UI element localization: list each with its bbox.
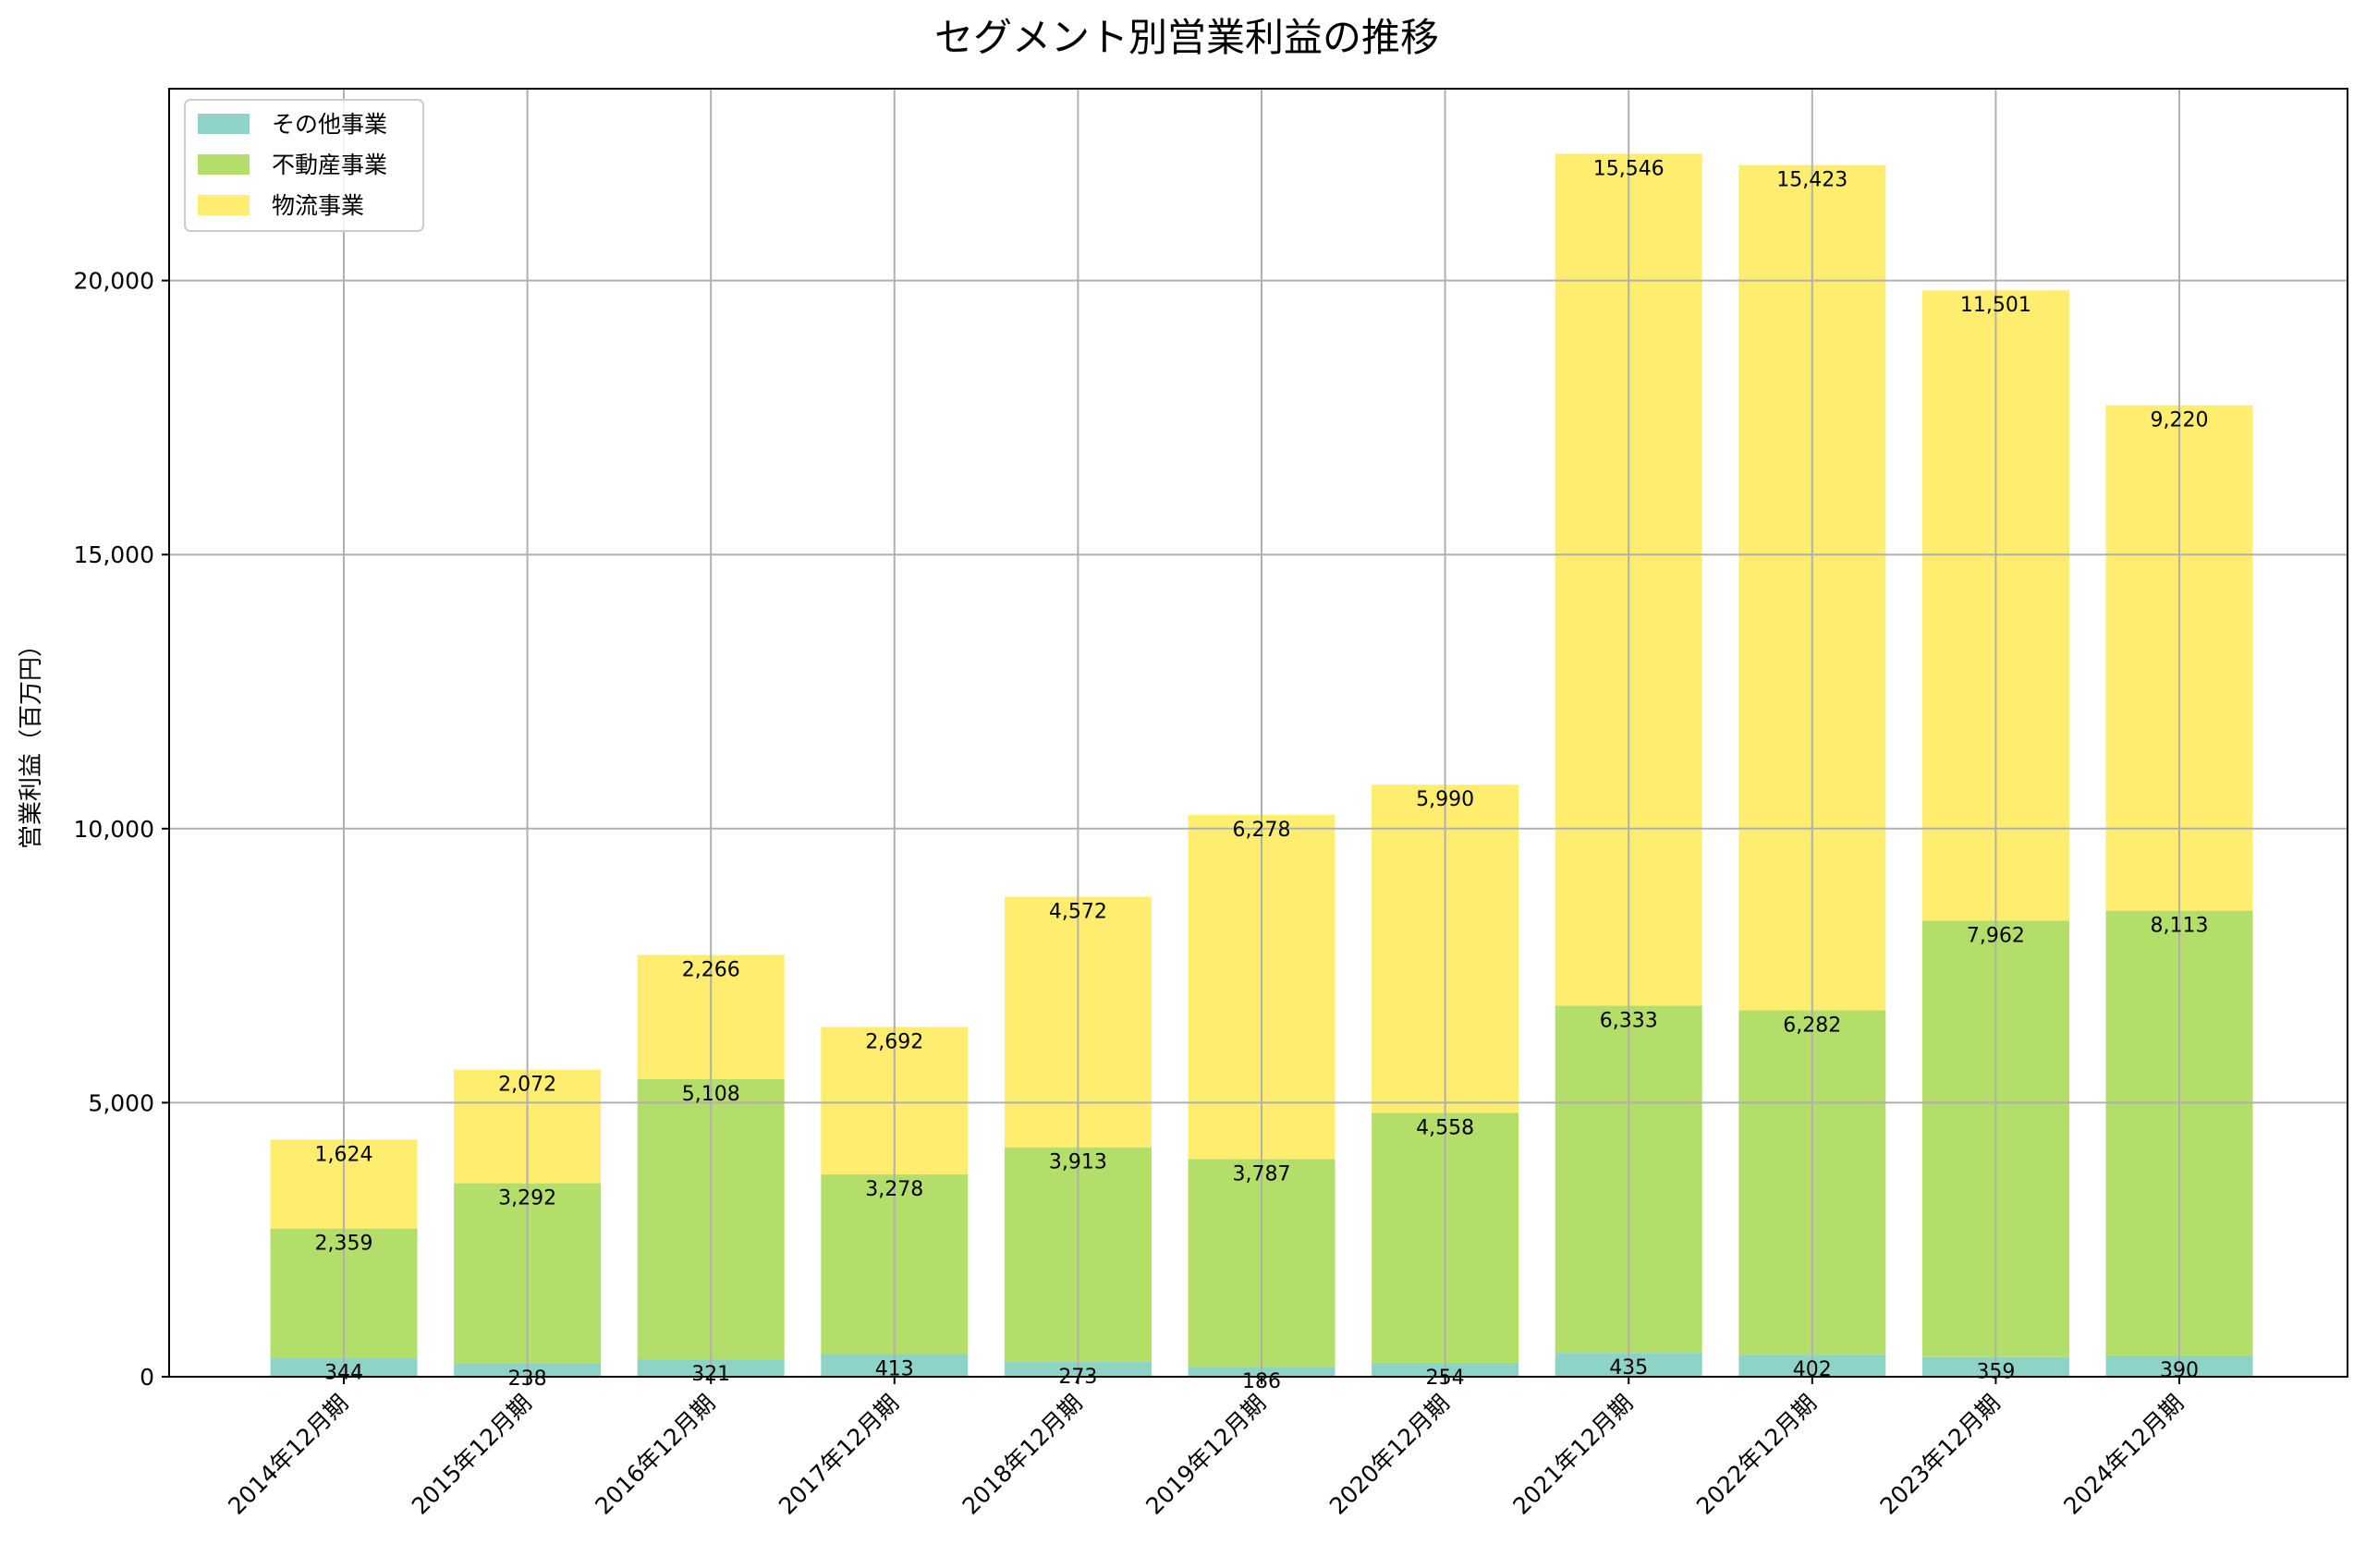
legend-swatch-0	[198, 114, 250, 134]
y-axis-label: 営業利益（百万円）	[18, 633, 45, 849]
data-label-2-4: 4,572	[1049, 900, 1107, 923]
y-tick-label-2: 10,000	[74, 816, 154, 843]
data-label-2-5: 6,278	[1233, 819, 1291, 842]
y-tick-label-4: 20,000	[74, 268, 154, 295]
plot-area: 3442,3591,6242383,2922,0723215,1082,2664…	[74, 88, 2348, 1520]
data-label-2-8: 15,423	[1776, 169, 1848, 192]
y-tick-label-1: 5,000	[88, 1089, 154, 1116]
data-label-2-2: 2,266	[682, 959, 740, 982]
data-labels-group: 3442,3591,6242383,2922,0723215,1082,2664…	[315, 157, 2209, 1393]
data-label-1-1: 3,292	[498, 1187, 556, 1210]
legend-label-2: 物流事業	[272, 192, 364, 219]
x-tick-label-2: 2016年12月期	[590, 1390, 720, 1520]
x-tick-label-5: 2019年12月期	[1140, 1390, 1271, 1520]
data-label-1-10: 8,113	[2151, 915, 2209, 938]
data-label-2-7: 15,546	[1593, 157, 1665, 180]
data-label-2-0: 1,624	[315, 1143, 373, 1166]
x-axis: 2014年12月期 2015年12月期 2016年12月期 2017年12月期 2018…	[223, 1377, 2189, 1520]
data-label-2-3: 2,692	[865, 1030, 923, 1053]
x-tick-label-7: 2021年12月期	[1507, 1390, 1638, 1520]
chart-title: セグメント別営業利益の推移	[934, 15, 1439, 60]
data-label-1-4: 3,913	[1049, 1151, 1107, 1174]
y-axis: 0 5,000 10,000 15,000 20,000	[74, 268, 169, 1391]
data-label-1-9: 7,962	[1967, 924, 2025, 947]
data-label-1-3: 3,278	[865, 1178, 923, 1201]
data-label-1-7: 6,333	[1600, 1010, 1658, 1033]
x-tick-label-9: 2023年12月期	[1875, 1390, 2006, 1520]
legend-label-0: その他事業	[272, 111, 387, 138]
data-label-2-9: 11,501	[1960, 294, 2031, 317]
legend-label-1: 不動産事業	[272, 152, 387, 178]
grid-group	[169, 89, 2348, 1377]
data-label-1-0: 2,359	[315, 1233, 373, 1256]
data-label-2-1: 2,072	[498, 1074, 556, 1097]
y-tick-label-3: 15,000	[74, 541, 154, 568]
data-label-1-2: 5,108	[682, 1083, 740, 1106]
data-label-1-6: 4,558	[1416, 1117, 1474, 1140]
x-tick-label-4: 2018年12月期	[957, 1390, 1088, 1520]
x-tick-label-6: 2020年12月期	[1324, 1390, 1455, 1520]
legend-swatch-1	[198, 154, 250, 175]
data-label-2-10: 9,220	[2151, 409, 2209, 432]
y-tick-label-0: 0	[140, 1364, 154, 1391]
data-label-1-5: 3,787	[1233, 1162, 1291, 1185]
x-tick-label-10: 2024年12月期	[2058, 1390, 2189, 1520]
data-label-2-6: 5,990	[1416, 788, 1474, 811]
axes-frame	[168, 88, 2348, 1378]
x-tick-label-1: 2015年12月期	[407, 1390, 537, 1520]
x-tick-label-8: 2022年12月期	[1691, 1390, 1822, 1520]
legend-swatch-2	[198, 195, 250, 215]
data-label-1-8: 6,282	[1783, 1015, 1841, 1038]
x-tick-label-3: 2017年12月期	[774, 1390, 904, 1520]
x-tick-label-0: 2014年12月期	[223, 1390, 353, 1520]
